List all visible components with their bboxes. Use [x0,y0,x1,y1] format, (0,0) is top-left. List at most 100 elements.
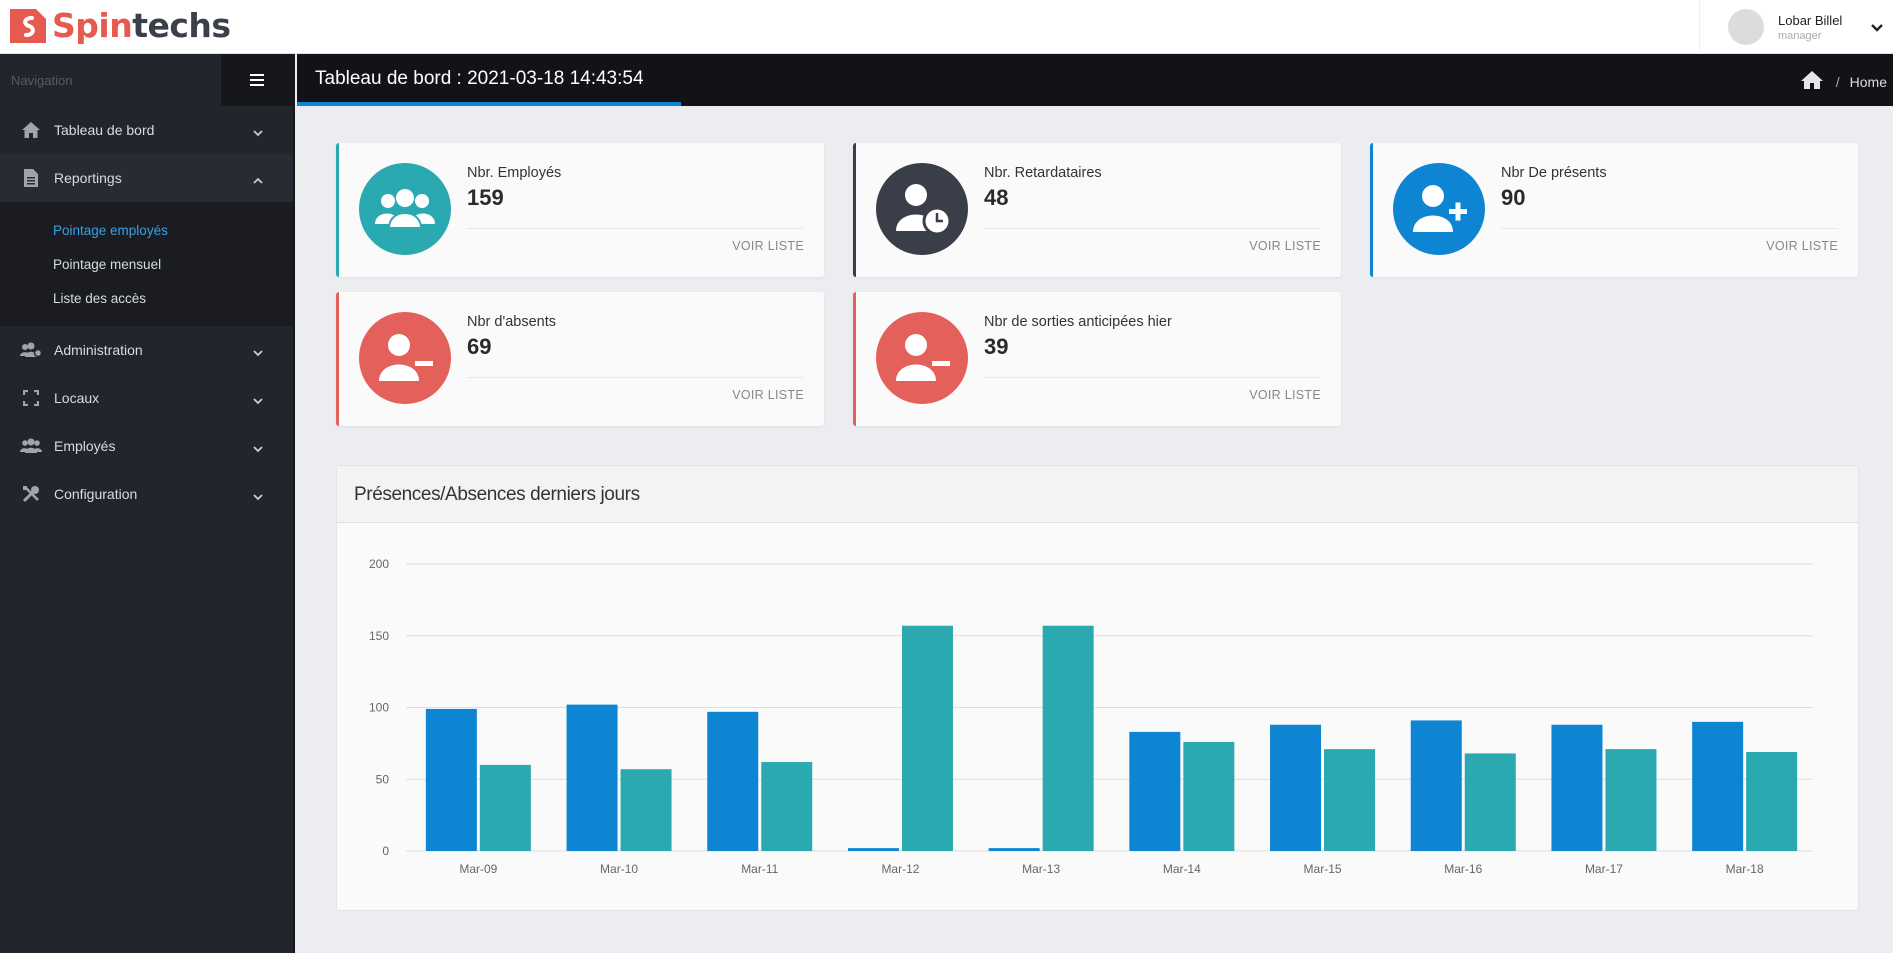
sidebar-item-label: Employés [54,438,116,454]
card-divider [984,228,1321,229]
card-divider [467,228,804,229]
user-plus-icon [1393,163,1485,255]
chart-bar [1129,731,1181,851]
sidebar-item-label: Tableau de bord [54,122,155,138]
chart-bar [1692,721,1744,851]
home-icon[interactable] [1800,70,1824,93]
user-role: manager [1778,29,1822,42]
sidebar-item-configuration[interactable]: Configuration [0,470,293,518]
chevron-down-icon [253,440,263,456]
stat-card-presents: Nbr De présents 90 VOIR LISTE [1370,143,1858,277]
chevron-up-icon [253,172,263,188]
breadcrumb-separator: / [1835,73,1840,90]
sidebar-item-administration[interactable]: Administration [0,326,293,374]
card-divider [984,377,1321,378]
card-divider [1501,228,1838,229]
reportings-submenu: Pointage employés Pointage mensuel Liste… [0,202,293,326]
chart-bar [1464,753,1516,851]
sidebar-item-reportings[interactable]: Reportings [0,154,293,202]
chart-panel: Présences/Absences derniers jours 0 50 100… [336,465,1859,911]
submenu-item-liste-des-acces[interactable]: Liste des accès [53,291,147,306]
card-label: Nbr De présents [1501,165,1607,181]
chart-bar [1746,751,1798,851]
x-tick-label: Mar-18 [1726,862,1764,876]
breadcrumb-home-link[interactable]: Home [1849,73,1887,90]
avatar [1728,9,1764,45]
brand-logo[interactable]: Spintechs [10,6,231,45]
breadcrumb: / Home [1800,70,1887,93]
voir-liste-link[interactable]: VOIR LISTE [1249,239,1321,253]
stat-card-retardataires: Nbr. Retardataires 48 VOIR LISTE [853,143,1341,277]
voir-liste-link[interactable]: VOIR LISTE [1766,239,1838,253]
brand-name-part2: techs [132,6,231,45]
x-tick-label: Mar-15 [1304,862,1342,876]
voir-liste-link[interactable]: VOIR LISTE [732,388,804,402]
stat-card-employes: Nbr. Employés 159 VOIR LISTE [336,143,824,277]
page-header: Tableau de bord : 2021-03-18 14:43:54 / … [297,54,1893,106]
users-cog-icon [20,340,42,360]
chevron-down-icon [253,488,263,504]
card-value: 39 [984,334,1009,359]
x-tick-label: Mar-16 [1444,862,1482,876]
y-tick-label: 100 [369,701,389,715]
chart-bar [1324,749,1376,851]
chart-bar [988,848,1040,851]
sidebar-item-locaux[interactable]: Locaux [0,374,293,422]
expand-icon [20,388,42,408]
chart-bar [425,708,477,851]
chart-bar [901,625,953,851]
stat-card-sorties-anticipees: Nbr de sorties anticipées hier 39 VOIR L… [853,292,1341,426]
chart-bar [566,704,618,851]
sidebar-item-tableau-de-bord[interactable]: Tableau de bord [0,106,293,154]
stat-card-absents: Nbr d'absents 69 VOIR LISTE [336,292,824,426]
tools-icon [20,484,42,504]
voir-liste-link[interactable]: VOIR LISTE [732,239,804,253]
x-tick-label: Mar-11 [741,862,778,876]
submenu-item-pointage-employes[interactable]: Pointage employés [53,223,168,238]
x-tick-label: Mar-17 [1585,862,1623,876]
user-minus-icon [359,312,451,404]
chart-bar [1270,724,1322,851]
y-tick-label: 0 [382,844,389,858]
sidebar-item-label: Administration [54,342,143,358]
brand-name: Spintechs [52,6,231,45]
card-value: 159 [467,185,504,210]
user-clock-icon [876,163,968,255]
users-icon [359,163,451,255]
chevron-down-icon[interactable] [1871,20,1883,38]
user-menu[interactable]: Lobar Billel manager [1699,0,1893,54]
menu-toggle-button[interactable] [221,54,293,106]
chart-bar [707,711,759,851]
top-bar: Spintechs Lobar Billel manager [0,0,1893,54]
nav-header: Navigation [11,72,73,88]
chart-bar [1410,720,1462,851]
x-tick-label: Mar-14 [1163,862,1201,876]
sidebar-item-label: Reportings [54,170,122,186]
page-title: Tableau de bord : 2021-03-18 14:43:54 [315,68,644,89]
chart-bar [847,848,899,851]
x-tick-label: Mar-12 [881,862,919,876]
chevron-down-icon [253,392,263,408]
chart-bar [1183,741,1235,851]
card-label: Nbr. Retardataires [984,165,1102,181]
bar-chart: 0 50 100 150 200 Mar-09 Mar-10 Mar-11 Mar-12 Mar-… [369,557,1813,876]
sidebar-item-employes[interactable]: Employés [0,422,293,470]
x-tick-label: Mar-10 [600,862,638,876]
hamburger-icon [250,74,264,86]
logo-mark-icon [10,8,46,43]
y-tick-label: 150 [369,629,389,643]
chart-bar [1605,749,1657,851]
users-icon [20,436,42,456]
chart-panel-title: Présences/Absences derniers jours [337,466,1858,523]
submenu-item-pointage-mensuel[interactable]: Pointage mensuel [53,257,162,272]
sidebar-item-label: Configuration [54,486,138,502]
chevron-down-icon [253,344,263,360]
y-tick-label: 200 [369,557,389,571]
card-value: 69 [467,334,492,359]
voir-liste-link[interactable]: VOIR LISTE [1249,388,1321,402]
chart-bar [1042,625,1094,851]
card-label: Nbr de sorties anticipées hier [984,314,1172,330]
card-label: Nbr d'absents [467,314,557,330]
x-tick-label: Mar-13 [1022,862,1060,876]
card-value: 90 [1501,185,1526,210]
